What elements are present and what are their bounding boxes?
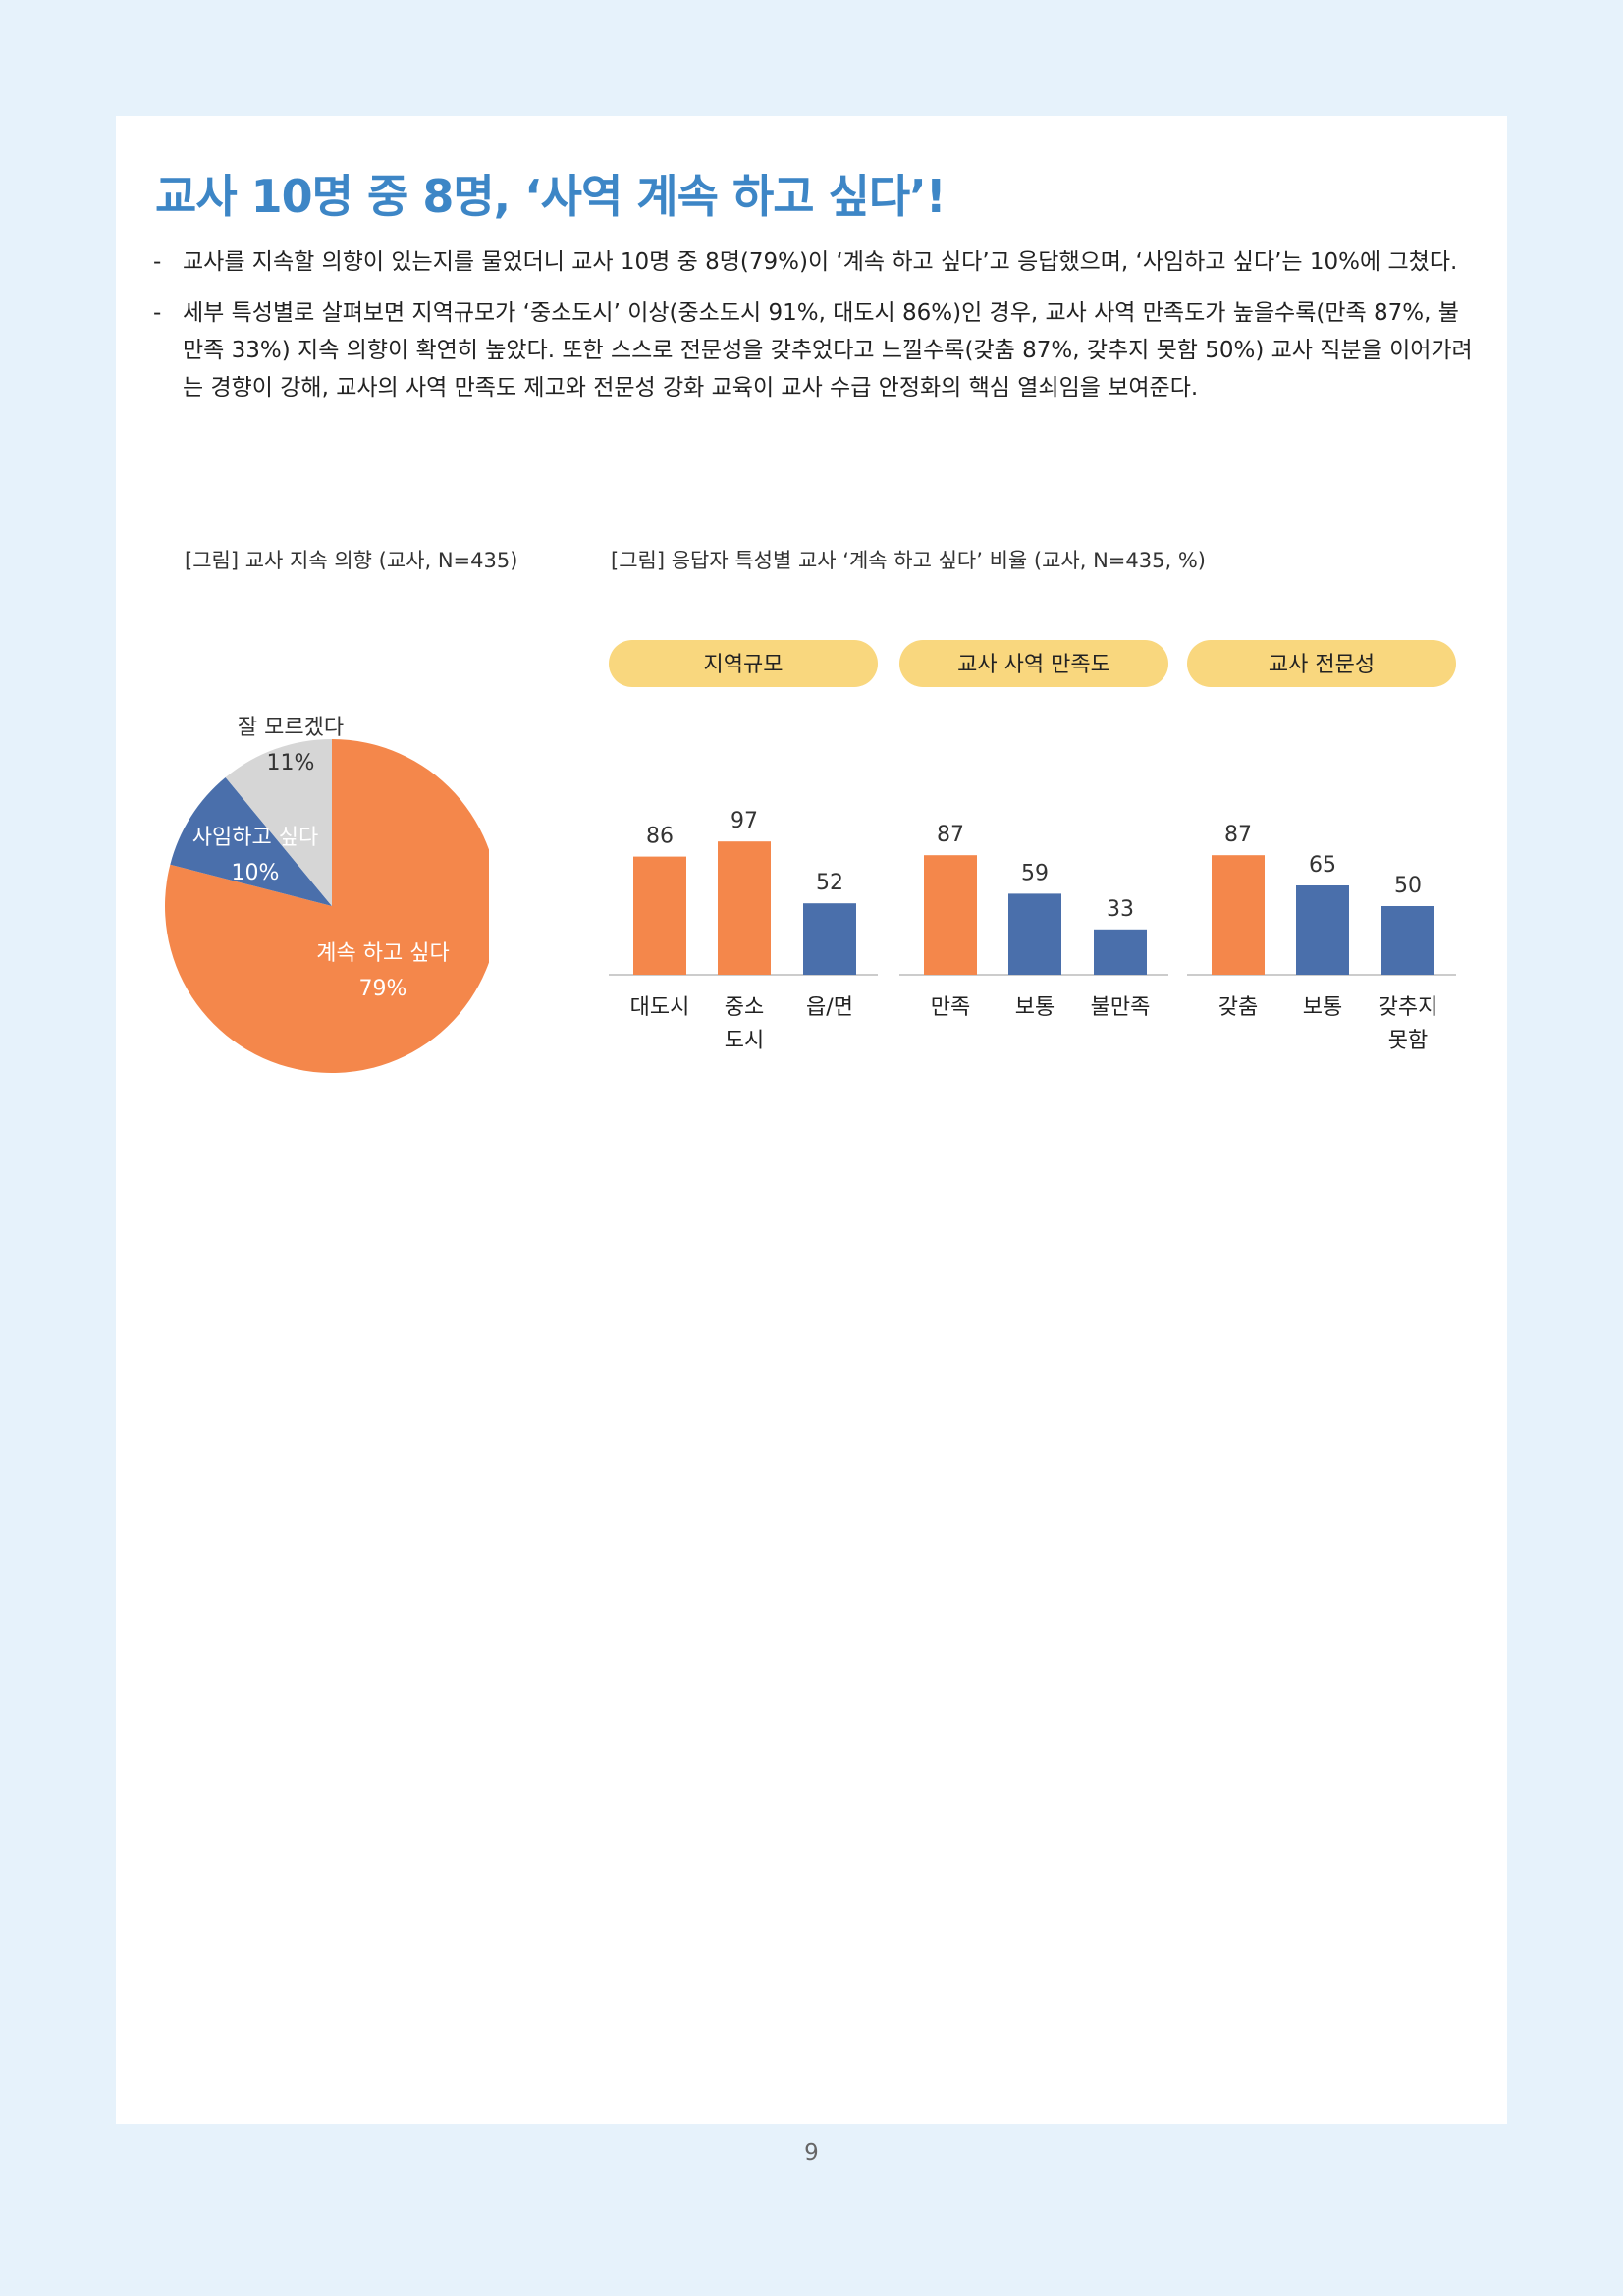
- bar: [1008, 893, 1061, 975]
- bullet-text: 세부 특성별로 살펴보면 지역규모가 ‘중소도시’ 이상(중소도시 91%, 대…: [183, 300, 1473, 400]
- group-header-pill: [609, 640, 878, 687]
- pie-slice: [170, 777, 332, 906]
- group-header-pill: [899, 640, 1168, 687]
- bar: [1094, 929, 1147, 975]
- bar-value-label: 87: [937, 823, 964, 847]
- bar-value-label: 33: [1107, 897, 1134, 922]
- pie-slice: [165, 739, 489, 1073]
- bullet-text: 교사를 지속할 의향이 있는지를 물었더니 교사 10명 중 8명(79%)이 …: [183, 249, 1458, 275]
- bar-value-label: 65: [1309, 853, 1336, 878]
- bullet-dash: -: [153, 300, 162, 326]
- group-header-label: 교사 사역 만족도: [957, 653, 1110, 677]
- category-label: 대도시: [630, 995, 690, 1020]
- bar: [633, 856, 686, 975]
- group-header-label: 교사 전문성: [1269, 653, 1375, 677]
- group-header-pill: [1187, 640, 1456, 687]
- category-label: 보통: [1015, 995, 1055, 1020]
- bar-value-label: 50: [1394, 874, 1422, 898]
- pie-chart-caption: [그림] 교사 지속 의향 (교사, N=435): [185, 549, 518, 572]
- pie-slice-label: 계속 하고 싶다: [316, 941, 449, 966]
- group-header-label: 지역규모: [704, 653, 784, 677]
- pie-slice-label: 사임하고 싶다: [192, 826, 318, 850]
- bar-value-label: 59: [1021, 861, 1049, 885]
- bar: [1381, 906, 1434, 975]
- summary-bullets: - 교사를 지속할 의향이 있는지를 물었더니 교사 10명 중 8명(79%)…: [153, 243, 1474, 420]
- category-label: 보통: [1303, 995, 1342, 1020]
- pie-slice: [225, 739, 332, 906]
- category-label: 도시: [725, 1029, 764, 1053]
- pie-slice-value: 79%: [359, 977, 407, 1001]
- bar-value-label: 86: [646, 825, 674, 849]
- category-label: 갖춤: [1218, 995, 1258, 1020]
- bar: [1212, 855, 1265, 975]
- page-title: 교사 10명 중 8명, ‘사역 계속 하고 싶다’!: [155, 170, 947, 223]
- bar-value-label: 97: [730, 809, 758, 833]
- category-label: 불만족: [1091, 995, 1151, 1020]
- pie-slice-label: 잘 모르겠다: [238, 716, 344, 740]
- bullet-item: - 교사를 지속할 의향이 있는지를 물었더니 교사 10명 중 8명(79%)…: [153, 243, 1474, 281]
- bar: [1296, 885, 1349, 975]
- bar-value-label: 52: [816, 871, 843, 895]
- bullet-dash: -: [153, 249, 162, 275]
- pie-chart: 계속 하고 싶다 79% 사임하고 싶다 10% 잘 모르겠다 11%: [165, 716, 489, 1073]
- bar: [803, 903, 856, 975]
- page-number: 9: [804, 2140, 819, 2165]
- report-page: 교사 10명 중 8명, ‘사역 계속 하고 싶다’! - 교사를 지속할 의향…: [116, 116, 1507, 2124]
- pie-slice-value: 11%: [267, 751, 315, 775]
- bar-value-label: 87: [1224, 823, 1252, 847]
- category-label: 못함: [1388, 1029, 1428, 1053]
- category-label: 만족: [931, 995, 970, 1020]
- category-label: 중소: [725, 995, 764, 1020]
- bullet-item: - 세부 특성별로 살펴보면 지역규모가 ‘중소도시’ 이상(중소도시 91%,…: [153, 294, 1474, 406]
- bar-chart: 지역규모 86 대도시 97 중소도시 52 읍/면 교사 사역 만족도 87 만족 59 보통 33 불…: [609, 640, 1456, 1053]
- bar: [924, 855, 977, 975]
- bar: [718, 841, 771, 975]
- bar-chart-caption: [그림] 응답자 특성별 교사 ‘계속 하고 싶다’ 비율 (교사, N=435…: [611, 549, 1206, 572]
- pie-slice-value: 10%: [232, 861, 280, 885]
- category-label: 갖추지: [1379, 995, 1438, 1020]
- category-label: 읍/면: [806, 995, 853, 1020]
